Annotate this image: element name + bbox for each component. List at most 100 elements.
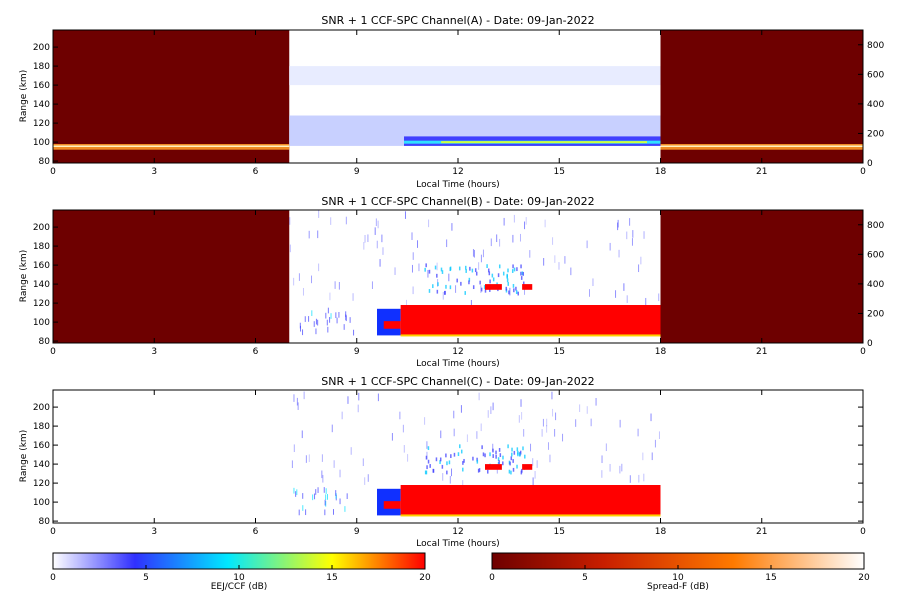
morning-echo [335,312,337,319]
echo-cluster [453,452,456,457]
x-tick-label: 6 [253,167,259,177]
echo-streak [334,281,336,289]
echo-cluster [498,460,500,465]
echo-streak [629,218,631,226]
echo-streak [331,424,333,433]
x-tick-label: 9 [354,527,360,537]
morning-echo [315,318,317,325]
echo-cluster [521,271,524,276]
echo-streak [632,230,634,238]
x-tick-label: 0 [860,527,866,537]
echo-streak [626,295,628,303]
morning-echo [304,316,306,322]
x-tick-label: 3 [151,167,157,177]
echo-cluster [471,268,474,273]
echo-streak [405,299,407,308]
echo-streak [658,293,660,302]
x-tick-label: 21 [756,527,767,537]
echo-streak [427,269,429,278]
echo-streak [403,445,405,453]
colorbar-label: EEJ/CCF (dB) [211,582,268,592]
y-tick-label: 140 [33,460,50,470]
echo-cluster [511,447,513,452]
echo-cluster [517,450,519,455]
morning-echo [295,491,297,497]
echo-streak [586,406,588,414]
echo-streak [595,398,597,406]
echo-streak [621,463,623,472]
echo-streak [364,235,366,243]
echo-streak [426,451,428,460]
echo-streak [640,256,642,265]
echo-cluster [448,460,451,465]
echo-streak [487,410,489,418]
morning-echo [296,489,298,496]
echo-streak [552,237,554,245]
panel-title: SNR + 1 CCF-SPC Channel(A) - Date: 09-Ja… [321,14,594,27]
echo-streak [586,240,588,249]
echo-streak [513,214,515,223]
morning-echo [298,509,300,516]
morning-echo [345,311,347,318]
echo-streak [339,469,341,478]
morning-echo [325,494,327,501]
morning-echo [324,499,326,506]
echo-cluster [425,455,428,460]
echo-streak [617,219,619,228]
right-y-tick-label: 400 [867,280,884,290]
echo-streak [440,430,442,439]
echo-streak [638,474,640,483]
echo-streak [482,249,484,258]
morning-echo [339,498,341,505]
echo-cluster [425,470,428,475]
panel-title: SNR + 1 CCF-SPC Channel(B) - Date: 09-Ja… [321,195,594,208]
echo-streak [321,470,323,479]
colorbar-ticks: 0 5 10 15 20 [50,565,431,583]
echo-streak [376,240,378,249]
morning-echo [353,329,355,336]
echo-streak [615,290,617,298]
echo-streak [536,460,538,468]
echo-streak [374,227,376,235]
echo-cluster [468,280,470,285]
morning-echo [344,506,346,512]
x-tick-label: 18 [655,347,667,357]
echo-cluster [445,453,447,458]
echo-streak [455,285,457,293]
echo-streak [478,262,480,270]
echo-cluster [457,452,460,457]
echo-cluster [506,273,508,278]
echo-cluster [425,263,427,268]
y-tick-label: 200 [33,223,50,233]
echo-cluster [513,288,515,293]
echo-cluster [440,267,443,272]
echo-streak [575,419,577,427]
echo-streak [453,410,455,419]
echo-streak [466,434,468,443]
echo-cluster [456,278,458,283]
echo-cluster [424,470,427,475]
echo-streak [558,262,560,270]
echo-streak [302,287,304,296]
echo-streak [589,289,591,297]
echo-streak [317,230,319,239]
morning-echo [343,324,345,330]
echo-streak [541,429,543,437]
echo-streak [460,405,462,413]
echo-cluster [512,459,514,463]
morning-echo [327,307,329,314]
echo-streak [619,465,621,474]
echo-cluster [476,457,478,462]
nighttime-layer-core [53,145,290,147]
echo-streak [318,210,320,218]
y-tick-label: 140 [33,280,50,290]
echo-streak [308,230,310,239]
echo-cluster [510,456,513,461]
echo-streak [562,433,564,442]
echo-streak [289,244,291,253]
morning-echo [349,317,351,323]
echo-cluster [519,452,521,457]
echo-streak [518,415,520,423]
echo-streak [478,392,480,401]
echo-streak [293,444,295,453]
